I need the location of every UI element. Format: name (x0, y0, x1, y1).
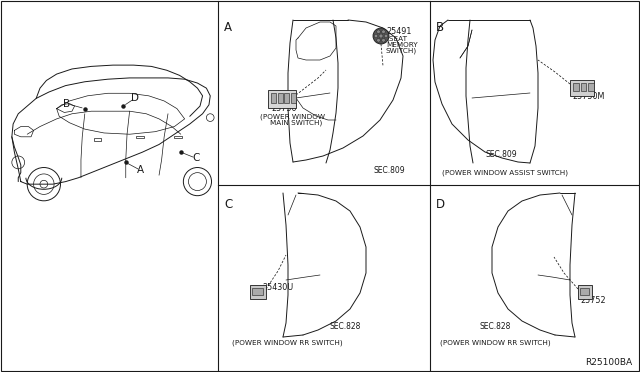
Text: SEC.828: SEC.828 (330, 322, 362, 331)
Text: SEC.809: SEC.809 (373, 166, 404, 175)
Circle shape (373, 28, 389, 44)
Text: A: A (137, 166, 145, 176)
Text: R25100BA: R25100BA (585, 358, 632, 367)
Text: D: D (436, 198, 445, 211)
Bar (573, 83, 579, 91)
Text: (POWER WINDOW ASSIST SWITCH): (POWER WINDOW ASSIST SWITCH) (442, 170, 568, 176)
Text: 25430U: 25430U (262, 283, 293, 292)
Text: 25491: 25491 (386, 27, 412, 36)
Bar (174, 135, 182, 138)
Text: (POWER WINDOW RR SWITCH): (POWER WINDOW RR SWITCH) (440, 340, 550, 346)
Text: C: C (192, 153, 200, 163)
Text: 25750: 25750 (271, 104, 296, 113)
Bar (136, 135, 144, 138)
Text: A: A (224, 21, 232, 34)
Bar (291, 93, 296, 103)
Text: SEC.828: SEC.828 (480, 322, 511, 331)
Bar (250, 285, 266, 299)
Bar (284, 93, 289, 103)
Text: MAIN SWITCH): MAIN SWITCH) (270, 119, 323, 125)
Text: 25750M: 25750M (572, 92, 604, 101)
Text: SWITCH): SWITCH) (386, 48, 417, 55)
Circle shape (379, 34, 383, 38)
Bar (268, 90, 296, 108)
Bar (580, 83, 586, 91)
Bar (578, 285, 592, 299)
Bar (588, 83, 593, 91)
Circle shape (381, 30, 385, 33)
Text: B: B (63, 99, 70, 109)
Bar (580, 288, 589, 295)
Circle shape (377, 30, 380, 33)
Circle shape (384, 34, 388, 38)
Bar (271, 93, 276, 103)
Circle shape (374, 34, 378, 38)
Bar (252, 288, 263, 295)
Circle shape (377, 39, 380, 42)
Text: (SEAT: (SEAT (386, 36, 407, 42)
Bar (94, 138, 101, 141)
Circle shape (381, 39, 385, 42)
Bar (570, 80, 594, 96)
Text: MEMORY: MEMORY (386, 42, 418, 48)
Text: (POWER WINDOW: (POWER WINDOW (260, 113, 325, 119)
Text: B: B (436, 21, 444, 34)
Text: D: D (131, 93, 140, 103)
Text: 25752: 25752 (580, 296, 605, 305)
Text: SEC.809: SEC.809 (485, 150, 516, 159)
Text: (POWER WINDOW RR SWITCH): (POWER WINDOW RR SWITCH) (232, 340, 342, 346)
Text: C: C (224, 198, 232, 211)
Bar (278, 93, 282, 103)
